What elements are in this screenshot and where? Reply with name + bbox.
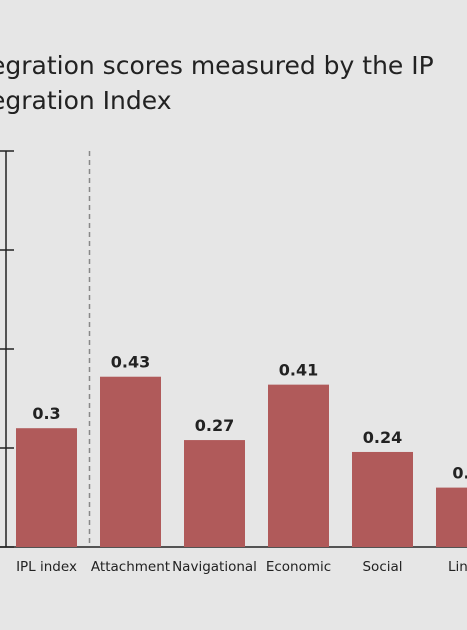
- category-label-1: Attachment: [91, 559, 170, 575]
- category-label-4: Social: [362, 559, 402, 575]
- value-label-5: 0.1: [452, 464, 467, 483]
- value-label-0: 0.3: [32, 404, 60, 423]
- category-label-5: Lingu: [448, 559, 467, 575]
- bar-5: [436, 487, 467, 547]
- bar-3: [268, 384, 329, 547]
- category-label-3: Economic: [266, 559, 331, 575]
- value-label-3: 0.41: [279, 361, 318, 380]
- chart-title: egration scores measured by the IP egrat…: [0, 48, 467, 118]
- bar-2: [184, 440, 245, 547]
- bar-1: [100, 376, 161, 547]
- value-label-4: 0.24: [363, 428, 402, 447]
- value-label-2: 0.27: [195, 416, 234, 435]
- value-label-1: 0.43: [111, 353, 150, 372]
- category-label-0: IPL index: [16, 559, 77, 575]
- category-label-2: Navigational: [172, 559, 257, 575]
- bar-4: [352, 451, 413, 547]
- chart-title-line-1: egration scores measured by the IP: [0, 51, 434, 80]
- chart-title-line-2: egration Index: [0, 86, 172, 115]
- bar-0: [16, 428, 77, 547]
